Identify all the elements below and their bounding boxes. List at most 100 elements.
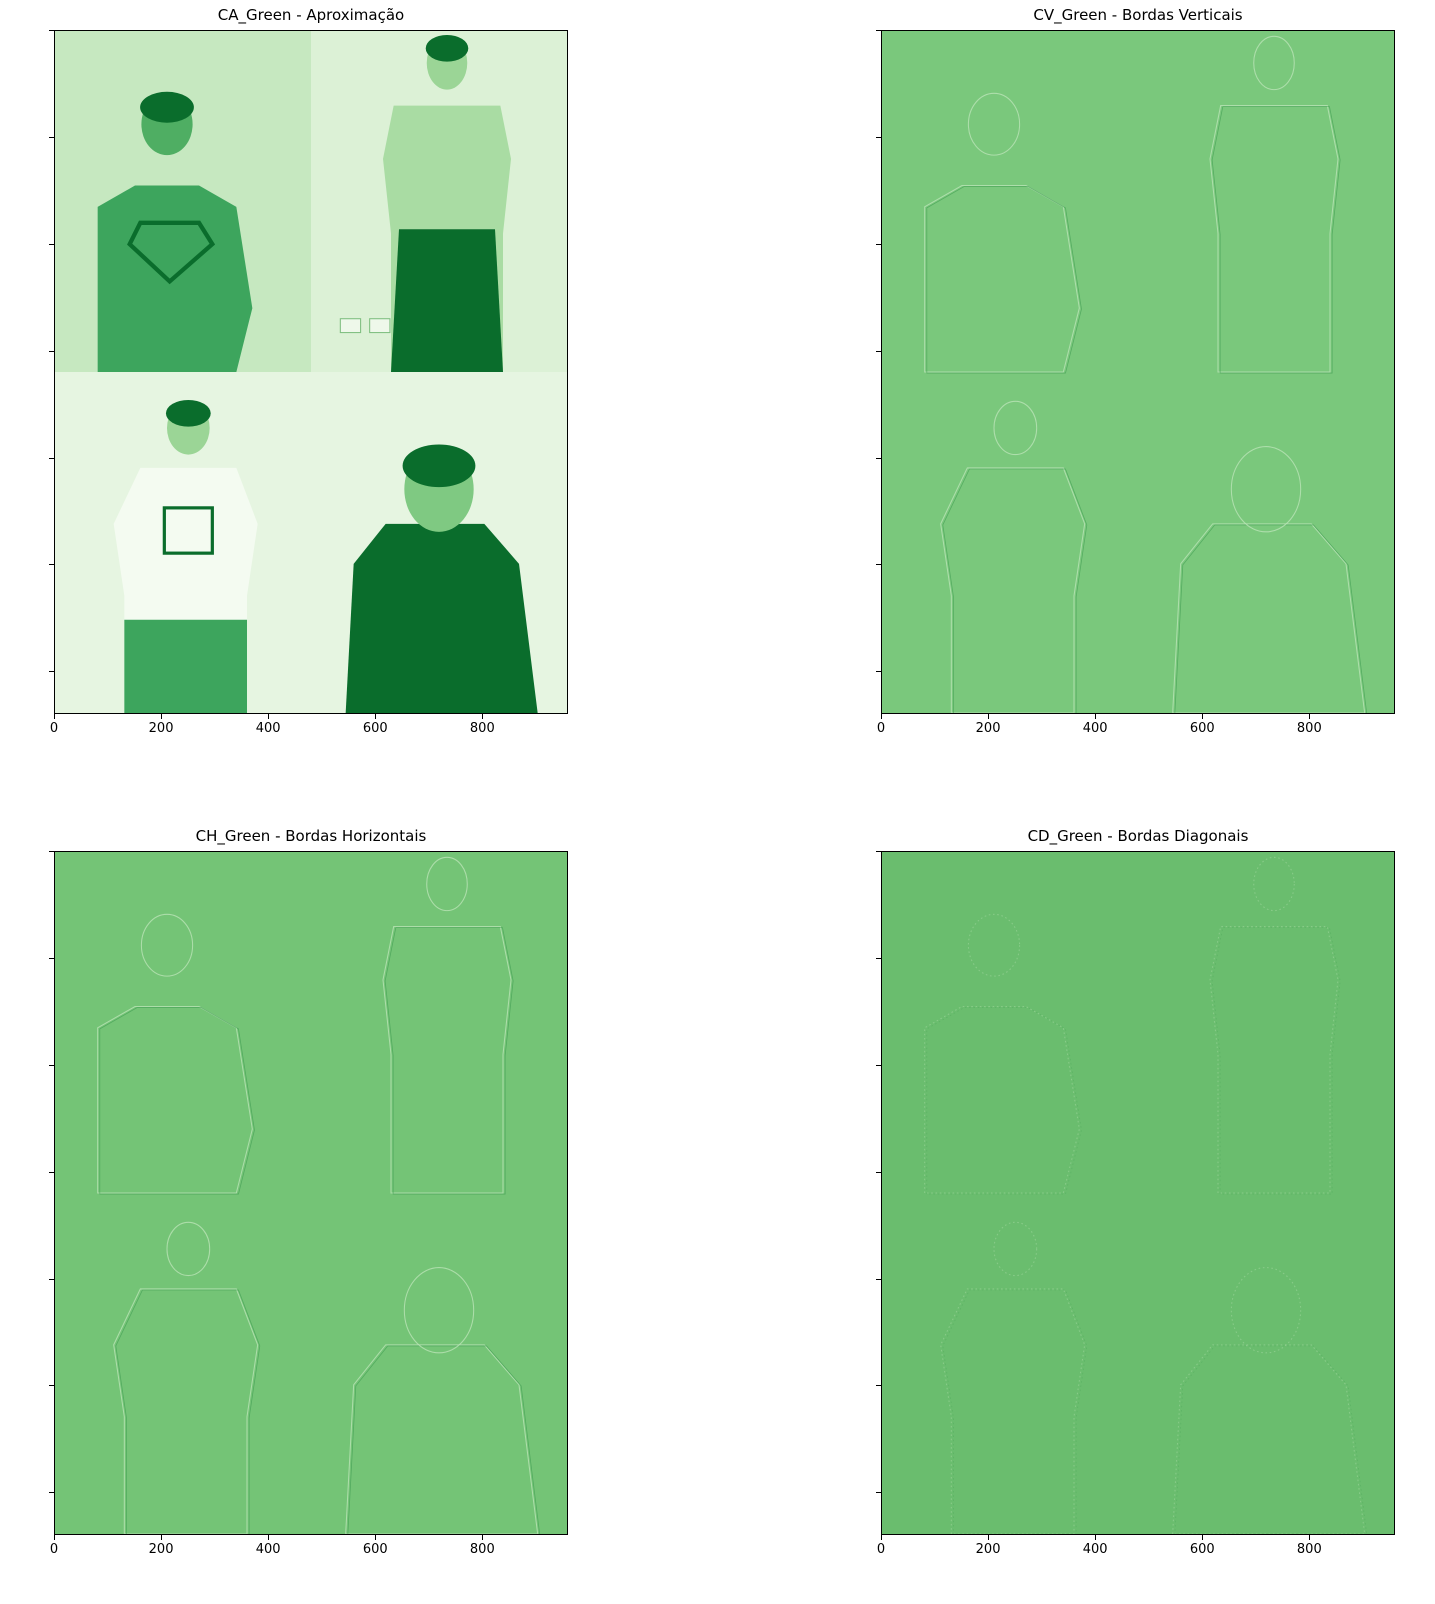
y-tick-mark xyxy=(876,1278,881,1280)
person-hair xyxy=(165,399,211,427)
y-tick-mark xyxy=(876,1064,881,1066)
image-area xyxy=(881,851,1395,1535)
person-body xyxy=(345,523,538,713)
image-area xyxy=(54,851,568,1535)
edge-outline-shadow xyxy=(1174,524,1368,713)
y-tick-mark xyxy=(876,243,881,245)
y-tick-mark xyxy=(49,350,54,352)
y-tick-mark xyxy=(876,851,881,852)
x-tick-label: 0 xyxy=(876,721,886,736)
edge-head xyxy=(403,1267,475,1354)
y-tick-mark xyxy=(49,457,54,459)
x-tick-label: 800 xyxy=(469,1542,495,1557)
edge-head xyxy=(993,1221,1038,1277)
x-tick-mark xyxy=(1095,1535,1097,1540)
x-tick-label: 600 xyxy=(362,721,388,736)
y-tick-mark xyxy=(876,564,881,566)
edge-outline-shadow xyxy=(1211,106,1341,374)
x-tick-mark xyxy=(482,1535,484,1540)
panel-title: CA_Green - Aproximação xyxy=(217,6,405,24)
wall-socket xyxy=(339,318,362,334)
x-tick-label: 800 xyxy=(1296,721,1322,736)
edge-head xyxy=(166,1221,211,1277)
x-tick-mark xyxy=(1202,1535,1204,1540)
x-tick-mark xyxy=(375,1535,377,1540)
edge-outline xyxy=(1172,523,1366,713)
y-tick-mark xyxy=(876,457,881,459)
edge-outline xyxy=(113,1288,259,1534)
shirt-logo xyxy=(127,220,216,285)
y-tick-mark xyxy=(876,957,881,959)
y-tick-mark xyxy=(49,1492,54,1494)
y-tick-mark xyxy=(876,136,881,138)
panel-title: CV_Green - Bordas Verticais xyxy=(1033,6,1243,24)
y-tick-mark xyxy=(49,243,54,245)
x-tick-label: 0 xyxy=(49,1542,59,1557)
x-tick-mark xyxy=(1095,714,1097,719)
x-tick-mark xyxy=(988,714,990,719)
edge-outline-shadow xyxy=(1211,927,1341,1195)
x-tick-mark xyxy=(1309,714,1311,719)
edge-head xyxy=(1253,35,1295,91)
edge-outline-shadow xyxy=(99,1007,255,1195)
x-tick-label: 600 xyxy=(362,1542,388,1557)
person-hair xyxy=(425,34,469,62)
x-tick-label: 800 xyxy=(469,721,495,736)
x-tick-mark xyxy=(161,1535,163,1540)
edge-outline xyxy=(940,1288,1086,1534)
y-tick-mark xyxy=(49,851,54,852)
edge-head xyxy=(993,400,1038,456)
panel-title: CH_Green - Bordas Horizontais xyxy=(195,827,427,845)
edge-outline-shadow xyxy=(384,927,514,1195)
edge-head xyxy=(1230,1267,1302,1354)
image-svg xyxy=(55,852,567,1534)
x-tick-label: 0 xyxy=(876,1542,886,1557)
y-tick-mark xyxy=(876,1492,881,1494)
edge-outline xyxy=(1209,105,1339,373)
x-tick-label: 0 xyxy=(49,721,59,736)
x-tick-mark xyxy=(881,714,882,719)
x-tick-mark xyxy=(988,1535,990,1540)
x-tick-mark xyxy=(881,1535,882,1540)
x-tick-mark xyxy=(161,714,163,719)
x-tick-label: 400 xyxy=(1082,1542,1108,1557)
x-tick-label: 400 xyxy=(1082,721,1108,736)
y-tick-mark xyxy=(49,671,54,673)
person-hair xyxy=(140,91,194,123)
y-tick-mark xyxy=(876,671,881,673)
y-tick-mark xyxy=(49,30,54,31)
image-svg xyxy=(882,31,1394,713)
image-area xyxy=(54,30,568,714)
edge-outline-shadow xyxy=(942,468,1088,713)
y-tick-mark xyxy=(49,564,54,566)
x-tick-label: 200 xyxy=(975,1542,1001,1557)
person-legs xyxy=(391,229,503,372)
person-hair xyxy=(402,444,476,488)
y-tick-mark xyxy=(49,1064,54,1066)
x-tick-label: 200 xyxy=(148,1542,174,1557)
y-tick-mark xyxy=(49,136,54,138)
x-tick-label: 600 xyxy=(1189,1542,1215,1557)
edge-outline-shadow xyxy=(942,1289,1088,1534)
edge-head xyxy=(1230,446,1302,533)
image-svg xyxy=(882,852,1394,1534)
x-tick-mark xyxy=(1309,1535,1311,1540)
panel-title: CD_Green - Bordas Diagonais xyxy=(1027,827,1249,845)
x-tick-mark xyxy=(482,714,484,719)
edge-outline xyxy=(382,926,512,1194)
wall-socket xyxy=(369,318,391,334)
edge-background xyxy=(882,852,1394,1534)
y-tick-mark xyxy=(49,957,54,959)
y-tick-mark xyxy=(49,1171,54,1173)
x-tick-mark xyxy=(54,714,55,719)
x-tick-label: 400 xyxy=(255,1542,281,1557)
y-tick-mark xyxy=(876,1171,881,1173)
x-tick-mark xyxy=(375,714,377,719)
edge-head xyxy=(967,913,1021,977)
y-tick-mark xyxy=(876,350,881,352)
y-tick-mark xyxy=(49,1385,54,1387)
x-tick-label: 600 xyxy=(1189,721,1215,736)
image-area xyxy=(881,30,1395,714)
shirt-logo xyxy=(162,506,214,555)
y-tick-mark xyxy=(876,30,881,31)
